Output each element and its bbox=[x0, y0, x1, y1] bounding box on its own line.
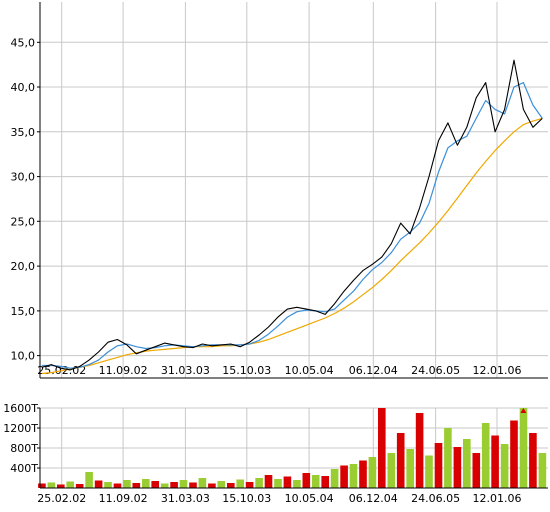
volume-bar bbox=[151, 481, 159, 488]
series-line-0 bbox=[41, 59, 543, 371]
y-tick-label: 10,0 bbox=[11, 350, 36, 363]
volume-bar bbox=[274, 479, 282, 488]
volume-bar bbox=[481, 423, 490, 488]
volume-bar bbox=[463, 439, 471, 488]
volume-bar bbox=[198, 478, 207, 488]
volume-bar bbox=[142, 479, 150, 488]
volume-bar bbox=[293, 480, 301, 488]
overflow-arrow-icon bbox=[520, 408, 527, 413]
volume-plot-area bbox=[40, 408, 548, 488]
volume-bar bbox=[94, 480, 103, 488]
volume-bar bbox=[227, 483, 235, 488]
volume-bar bbox=[179, 480, 188, 488]
volume-x-tick-label: 10.05.04 bbox=[285, 492, 334, 505]
volume-y-tick-label: 400T bbox=[10, 462, 38, 475]
y-tick-label: 25,0 bbox=[11, 215, 36, 228]
volume-bar bbox=[378, 408, 386, 488]
volume-bar bbox=[132, 483, 141, 488]
volume-bar bbox=[85, 472, 93, 488]
volume-bar bbox=[519, 408, 528, 488]
volume-bar bbox=[302, 473, 311, 488]
volume-bar bbox=[66, 481, 74, 488]
volume-bar bbox=[396, 433, 405, 488]
y-tick-label: 40,0 bbox=[11, 81, 36, 94]
x-tick-label: 10.05.04 bbox=[285, 364, 334, 377]
volume-y-tick-label: 1600T bbox=[3, 402, 38, 415]
volume-bar bbox=[245, 482, 254, 488]
volume-x-tick-label: 15.10.03 bbox=[222, 492, 271, 505]
volume-bar bbox=[444, 428, 452, 488]
volume-bar bbox=[434, 443, 443, 488]
y-tick-label: 20,0 bbox=[11, 260, 36, 273]
volume-bar bbox=[104, 482, 112, 488]
volume-bar bbox=[529, 433, 537, 488]
volume-bar bbox=[406, 449, 414, 488]
volume-bar bbox=[57, 484, 65, 488]
y-tick-label: 35,0 bbox=[11, 126, 36, 139]
volume-bar bbox=[321, 476, 329, 488]
volume-bar bbox=[311, 475, 320, 488]
volume-bar bbox=[47, 482, 56, 488]
volume-bar bbox=[538, 453, 547, 488]
y-tick-label: 30,0 bbox=[11, 171, 36, 184]
volume-bar bbox=[349, 464, 358, 488]
volume-bar bbox=[415, 413, 424, 488]
volume-x-tick-label: 24.06.05 bbox=[411, 492, 460, 505]
volume-bar bbox=[236, 479, 244, 488]
volume-bar bbox=[330, 469, 339, 488]
plot-area bbox=[40, 2, 548, 378]
series-line-2 bbox=[41, 117, 543, 375]
overflow-arrow-icon bbox=[378, 408, 385, 413]
volume-bar bbox=[510, 420, 518, 488]
volume-x-tick-label: 25.02.02 bbox=[37, 492, 86, 505]
volume-bar bbox=[283, 476, 292, 488]
volume-bar bbox=[453, 447, 462, 488]
volume-bar bbox=[255, 478, 263, 488]
volume-bar bbox=[368, 457, 377, 488]
price-chart: 10,015,020,025,030,035,040,045,025.02.02… bbox=[11, 2, 548, 379]
x-tick-label: 31.03.03 bbox=[161, 364, 210, 377]
volume-bar bbox=[160, 483, 169, 488]
volume-x-tick-label: 11.09.02 bbox=[99, 492, 148, 505]
y-tick-label: 15,0 bbox=[11, 305, 36, 318]
x-tick-label: 12.01.06 bbox=[473, 364, 522, 377]
volume-bar bbox=[387, 453, 396, 488]
volume-bar bbox=[38, 483, 46, 488]
volume-x-tick-label: 12.01.06 bbox=[473, 492, 522, 505]
volume-bar bbox=[472, 453, 481, 488]
volume-x-tick-label: 31.03.03 bbox=[161, 492, 210, 505]
volume-bar bbox=[217, 481, 226, 488]
volume-bar bbox=[208, 483, 216, 488]
volume-bar bbox=[75, 484, 84, 488]
volume-bar bbox=[113, 483, 122, 488]
x-tick-label: 06.12.04 bbox=[349, 364, 398, 377]
volume-bar bbox=[340, 465, 348, 488]
volume-bar bbox=[264, 475, 273, 488]
volume-bar bbox=[491, 435, 499, 488]
volume-bar bbox=[359, 460, 367, 488]
volume-bar bbox=[500, 444, 509, 488]
x-tick-label: 24.06.05 bbox=[411, 364, 460, 377]
volume-bar bbox=[123, 480, 131, 488]
x-tick-label: 15.10.03 bbox=[222, 364, 271, 377]
volume-bar bbox=[170, 482, 178, 488]
x-tick-label: 11.09.02 bbox=[99, 364, 148, 377]
y-tick-label: 45,0 bbox=[11, 36, 36, 49]
volume-y-tick-label: 1200T bbox=[3, 422, 38, 435]
volume-bar bbox=[189, 482, 197, 488]
volume-x-tick-label: 06.12.04 bbox=[349, 492, 398, 505]
volume-bar bbox=[425, 455, 433, 488]
volume-y-tick-label: 800T bbox=[10, 442, 38, 455]
